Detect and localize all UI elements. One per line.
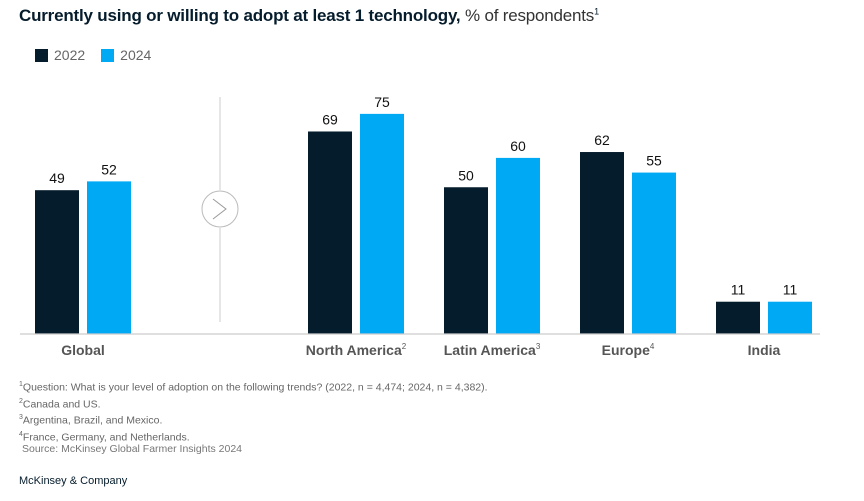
legend-item-2022: 2022 [35, 47, 85, 63]
footnote-text: France, Germany, and Netherlands. [22, 431, 190, 443]
data-label-global-2022: 49 [49, 170, 65, 186]
footnote-2: 2Canada and US. [19, 395, 488, 412]
category-label-global: Global [61, 342, 105, 358]
data-label-global-2024: 52 [101, 161, 117, 177]
legend: 2022 2024 [35, 47, 167, 63]
bar-north-america-2022 [308, 131, 352, 334]
labels-group: 49 52 Global 69 75 North America2 50 60 Latin Am… [49, 94, 797, 358]
legend-swatch-2022 [35, 48, 48, 62]
data-label-india-2024: 11 [783, 282, 798, 298]
footnote-1: 1Question: What is your level of adoptio… [19, 378, 488, 395]
legend-item-2024: 2024 [101, 47, 151, 63]
footnote-mark: 1 [19, 381, 23, 388]
bar-india-2022 [716, 301, 760, 334]
bars-group [35, 113, 812, 334]
data-label-north-america-2022: 69 [322, 111, 338, 127]
chevron-right-circle-icon [201, 190, 239, 228]
brand-logo-text: McKinsey & Company [19, 475, 128, 487]
footnote-text: Question: What is your level of adoption… [22, 381, 488, 394]
legend-swatch-2024 [101, 48, 115, 62]
footnote-mark: 2 [19, 397, 23, 405]
source-note: Source: McKinsey Global Farmer Insights … [22, 443, 243, 455]
chart-title-unit: % of respondents [465, 6, 595, 25]
data-label-latin-america-2024: 60 [510, 138, 526, 154]
bar-india-2024 [768, 301, 812, 334]
legend-label-2022: 2022 [54, 47, 86, 63]
category-label-north-america: North America2 [306, 342, 407, 358]
chart-title: Currently using or willing to adopt at l… [19, 6, 599, 26]
legend-label-2024: 2024 [120, 47, 152, 63]
footnotes: 1Question: What is your level of adoptio… [19, 378, 488, 444]
data-label-europe-2022: 62 [594, 132, 610, 148]
footnote-3: 3Argentina, Brazil, and Mexico. [19, 411, 488, 428]
bar-global-2024 [87, 181, 131, 334]
bar-europe-2022 [580, 152, 624, 334]
data-label-latin-america-2022: 50 [458, 167, 474, 183]
bar-europe-2024 [632, 172, 676, 334]
bar-chart: 49 52 Global 69 75 North America2 50 60 Latin Am… [20, 94, 820, 358]
bar-latin-america-2024 [496, 157, 540, 334]
chart-title-main: Currently using or willing to adopt at l… [19, 6, 461, 25]
data-label-north-america-2024: 75 [374, 94, 390, 110]
category-label-india: India [748, 342, 781, 358]
bar-latin-america-2022 [444, 187, 488, 334]
footnote-text: Canada and US. [22, 398, 101, 410]
footnote-mark: 4 [19, 430, 23, 438]
footnote-4: 4France, Germany, and Netherlands. [19, 428, 488, 445]
bar-global-2022 [35, 190, 79, 334]
data-label-india-2022: 11 [731, 282, 746, 298]
data-label-europe-2024: 55 [646, 153, 662, 169]
category-label-latin-america: Latin America3 [444, 342, 541, 358]
category-label-europe: Europe4 [602, 342, 655, 358]
chart-title-footnote-mark: 1 [594, 6, 599, 17]
footnote-text: Argentina, Brazil, and Mexico. [22, 414, 163, 427]
bar-north-america-2024 [360, 113, 404, 334]
footnote-mark: 3 [19, 414, 23, 421]
